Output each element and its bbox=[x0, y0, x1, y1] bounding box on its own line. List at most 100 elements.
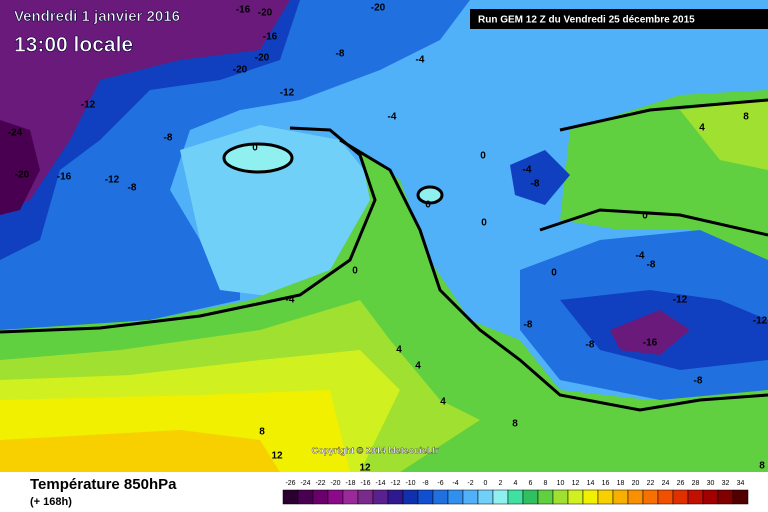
time-title: 13:00 locale bbox=[14, 34, 133, 57]
colorbar-cell bbox=[732, 489, 749, 505]
date-title: Vendredi 1 janvier 2016 bbox=[14, 8, 180, 25]
contour-label: 0 bbox=[352, 266, 358, 277]
colorbar-tick-label: 30 bbox=[707, 480, 715, 487]
colorbar-cell bbox=[687, 489, 704, 505]
colorbar-cell bbox=[492, 489, 509, 505]
colorbar-tick-label: -8 bbox=[422, 480, 428, 487]
colorbar-cell bbox=[417, 489, 434, 505]
colorbar-cell bbox=[507, 489, 524, 505]
colorbar-tick-label: 20 bbox=[632, 480, 640, 487]
colorbar-cell bbox=[387, 489, 404, 505]
colorbar-tick-label: -14 bbox=[375, 480, 385, 487]
contour-label: 0 bbox=[480, 151, 486, 162]
contour-label: -8 bbox=[336, 49, 345, 60]
contour-label: 12 bbox=[359, 463, 371, 474]
colorbar-tick-label: -2 bbox=[467, 480, 473, 487]
contour-label: -20 bbox=[255, 53, 270, 64]
contour-label: -8 bbox=[694, 376, 703, 387]
colorbar-tick-label: 12 bbox=[572, 480, 580, 487]
contour-label: -12 bbox=[753, 316, 768, 327]
colorbar-cell bbox=[342, 489, 359, 505]
colorbar-cell bbox=[462, 489, 479, 505]
contour-label: -12 bbox=[280, 88, 295, 99]
contour-label: -8 bbox=[586, 340, 595, 351]
contour-label: 0 bbox=[642, 211, 648, 222]
map-background bbox=[0, 0, 768, 472]
contour-label: 0 bbox=[551, 268, 557, 279]
colorbar-tick-label: 32 bbox=[722, 480, 730, 487]
run-info: Run GEM 12 Z du Vendredi 25 décembre 201… bbox=[478, 15, 695, 26]
contour-label: 8 bbox=[259, 427, 265, 438]
contour-label: 12 bbox=[271, 451, 283, 462]
colorbar-tick-label: -10 bbox=[405, 480, 415, 487]
contour-label: -12 bbox=[673, 295, 688, 306]
contour-label: -12 bbox=[81, 100, 96, 111]
contour-label: -16 bbox=[236, 5, 251, 16]
colorbar-cell bbox=[372, 489, 389, 505]
contour-label: -8 bbox=[164, 133, 173, 144]
contour-label: -4 bbox=[636, 251, 645, 262]
colorbar-tick-label: 34 bbox=[737, 480, 745, 487]
colorbar-tick-label: 16 bbox=[602, 480, 610, 487]
colorbar-cell bbox=[312, 489, 329, 505]
contour-label: 0 bbox=[481, 218, 487, 229]
lead-time: (+ 168h) bbox=[30, 496, 72, 508]
contour-label: -8 bbox=[128, 183, 137, 194]
colorbar-cell bbox=[597, 489, 614, 505]
colorbar-tick-label: 10 bbox=[557, 480, 565, 487]
colorbar-tick-label: -22 bbox=[315, 480, 325, 487]
colorbar-tick-label: 14 bbox=[587, 480, 595, 487]
colorbar-cell bbox=[282, 489, 299, 505]
contour-label: 8 bbox=[759, 461, 765, 472]
contour-label: -20 bbox=[15, 170, 30, 181]
colorbar-tick-label: 6 bbox=[529, 480, 533, 487]
contour-label: 4 bbox=[699, 123, 705, 134]
colorbar-tick-label: -4 bbox=[452, 480, 458, 487]
contour-label: -24 bbox=[8, 128, 23, 139]
contour-label: -4 bbox=[523, 165, 532, 176]
contour-label: -8 bbox=[647, 260, 656, 271]
colorbar-tick-label: 8 bbox=[544, 480, 548, 487]
colorbar-cell bbox=[627, 489, 644, 505]
colorbar-tick-label: 22 bbox=[647, 480, 655, 487]
contour-label: 0 bbox=[252, 143, 258, 154]
colorbar-cell bbox=[567, 489, 584, 505]
colorbar-tick-label: 0 bbox=[484, 480, 488, 487]
contour-label: 0 bbox=[425, 200, 431, 211]
colorbar-tick-label: 24 bbox=[662, 480, 670, 487]
colorbar-tick-label: -20 bbox=[330, 480, 340, 487]
colorbar-cell bbox=[432, 489, 449, 505]
contour-label: 4 bbox=[415, 361, 421, 372]
colorbar-cell bbox=[717, 489, 734, 505]
contour-label: 4 bbox=[440, 397, 446, 408]
colorbar-cell bbox=[522, 489, 539, 505]
field-title: Température 850hPa bbox=[30, 476, 177, 493]
colorbar-tick-label: -12 bbox=[390, 480, 400, 487]
contour-label: -20 bbox=[371, 3, 386, 14]
contour-label: -16 bbox=[263, 32, 278, 43]
colorbar-tick-label: -16 bbox=[360, 480, 370, 487]
colorbar-tick-label: -24 bbox=[300, 480, 310, 487]
contour-label: -16 bbox=[57, 172, 72, 183]
colorbar-cell bbox=[657, 489, 674, 505]
colorbar-cell bbox=[702, 489, 719, 505]
contour-label: -16 bbox=[643, 338, 658, 349]
contour-label: -4 bbox=[388, 112, 397, 123]
contour-label: -12 bbox=[105, 175, 120, 186]
colorbar-cell bbox=[612, 489, 629, 505]
contour-label: -8 bbox=[524, 320, 533, 331]
contour-label: 4 bbox=[396, 345, 402, 356]
colorbar-cell bbox=[297, 489, 314, 505]
contour-label: -4 bbox=[286, 295, 295, 306]
colorbar-cell bbox=[327, 489, 344, 505]
run-box bbox=[470, 9, 768, 29]
contour-label: -20 bbox=[233, 65, 248, 76]
colorbar-cell bbox=[477, 489, 494, 505]
colorbar-cell bbox=[447, 489, 464, 505]
colorbar-cell bbox=[582, 489, 599, 505]
contour-label: -8 bbox=[531, 179, 540, 190]
colorbar-tick-label: -6 bbox=[437, 480, 443, 487]
copyright: Copyright © 2014 Meteociel.fr bbox=[312, 445, 439, 455]
colorbar-cell bbox=[537, 489, 554, 505]
